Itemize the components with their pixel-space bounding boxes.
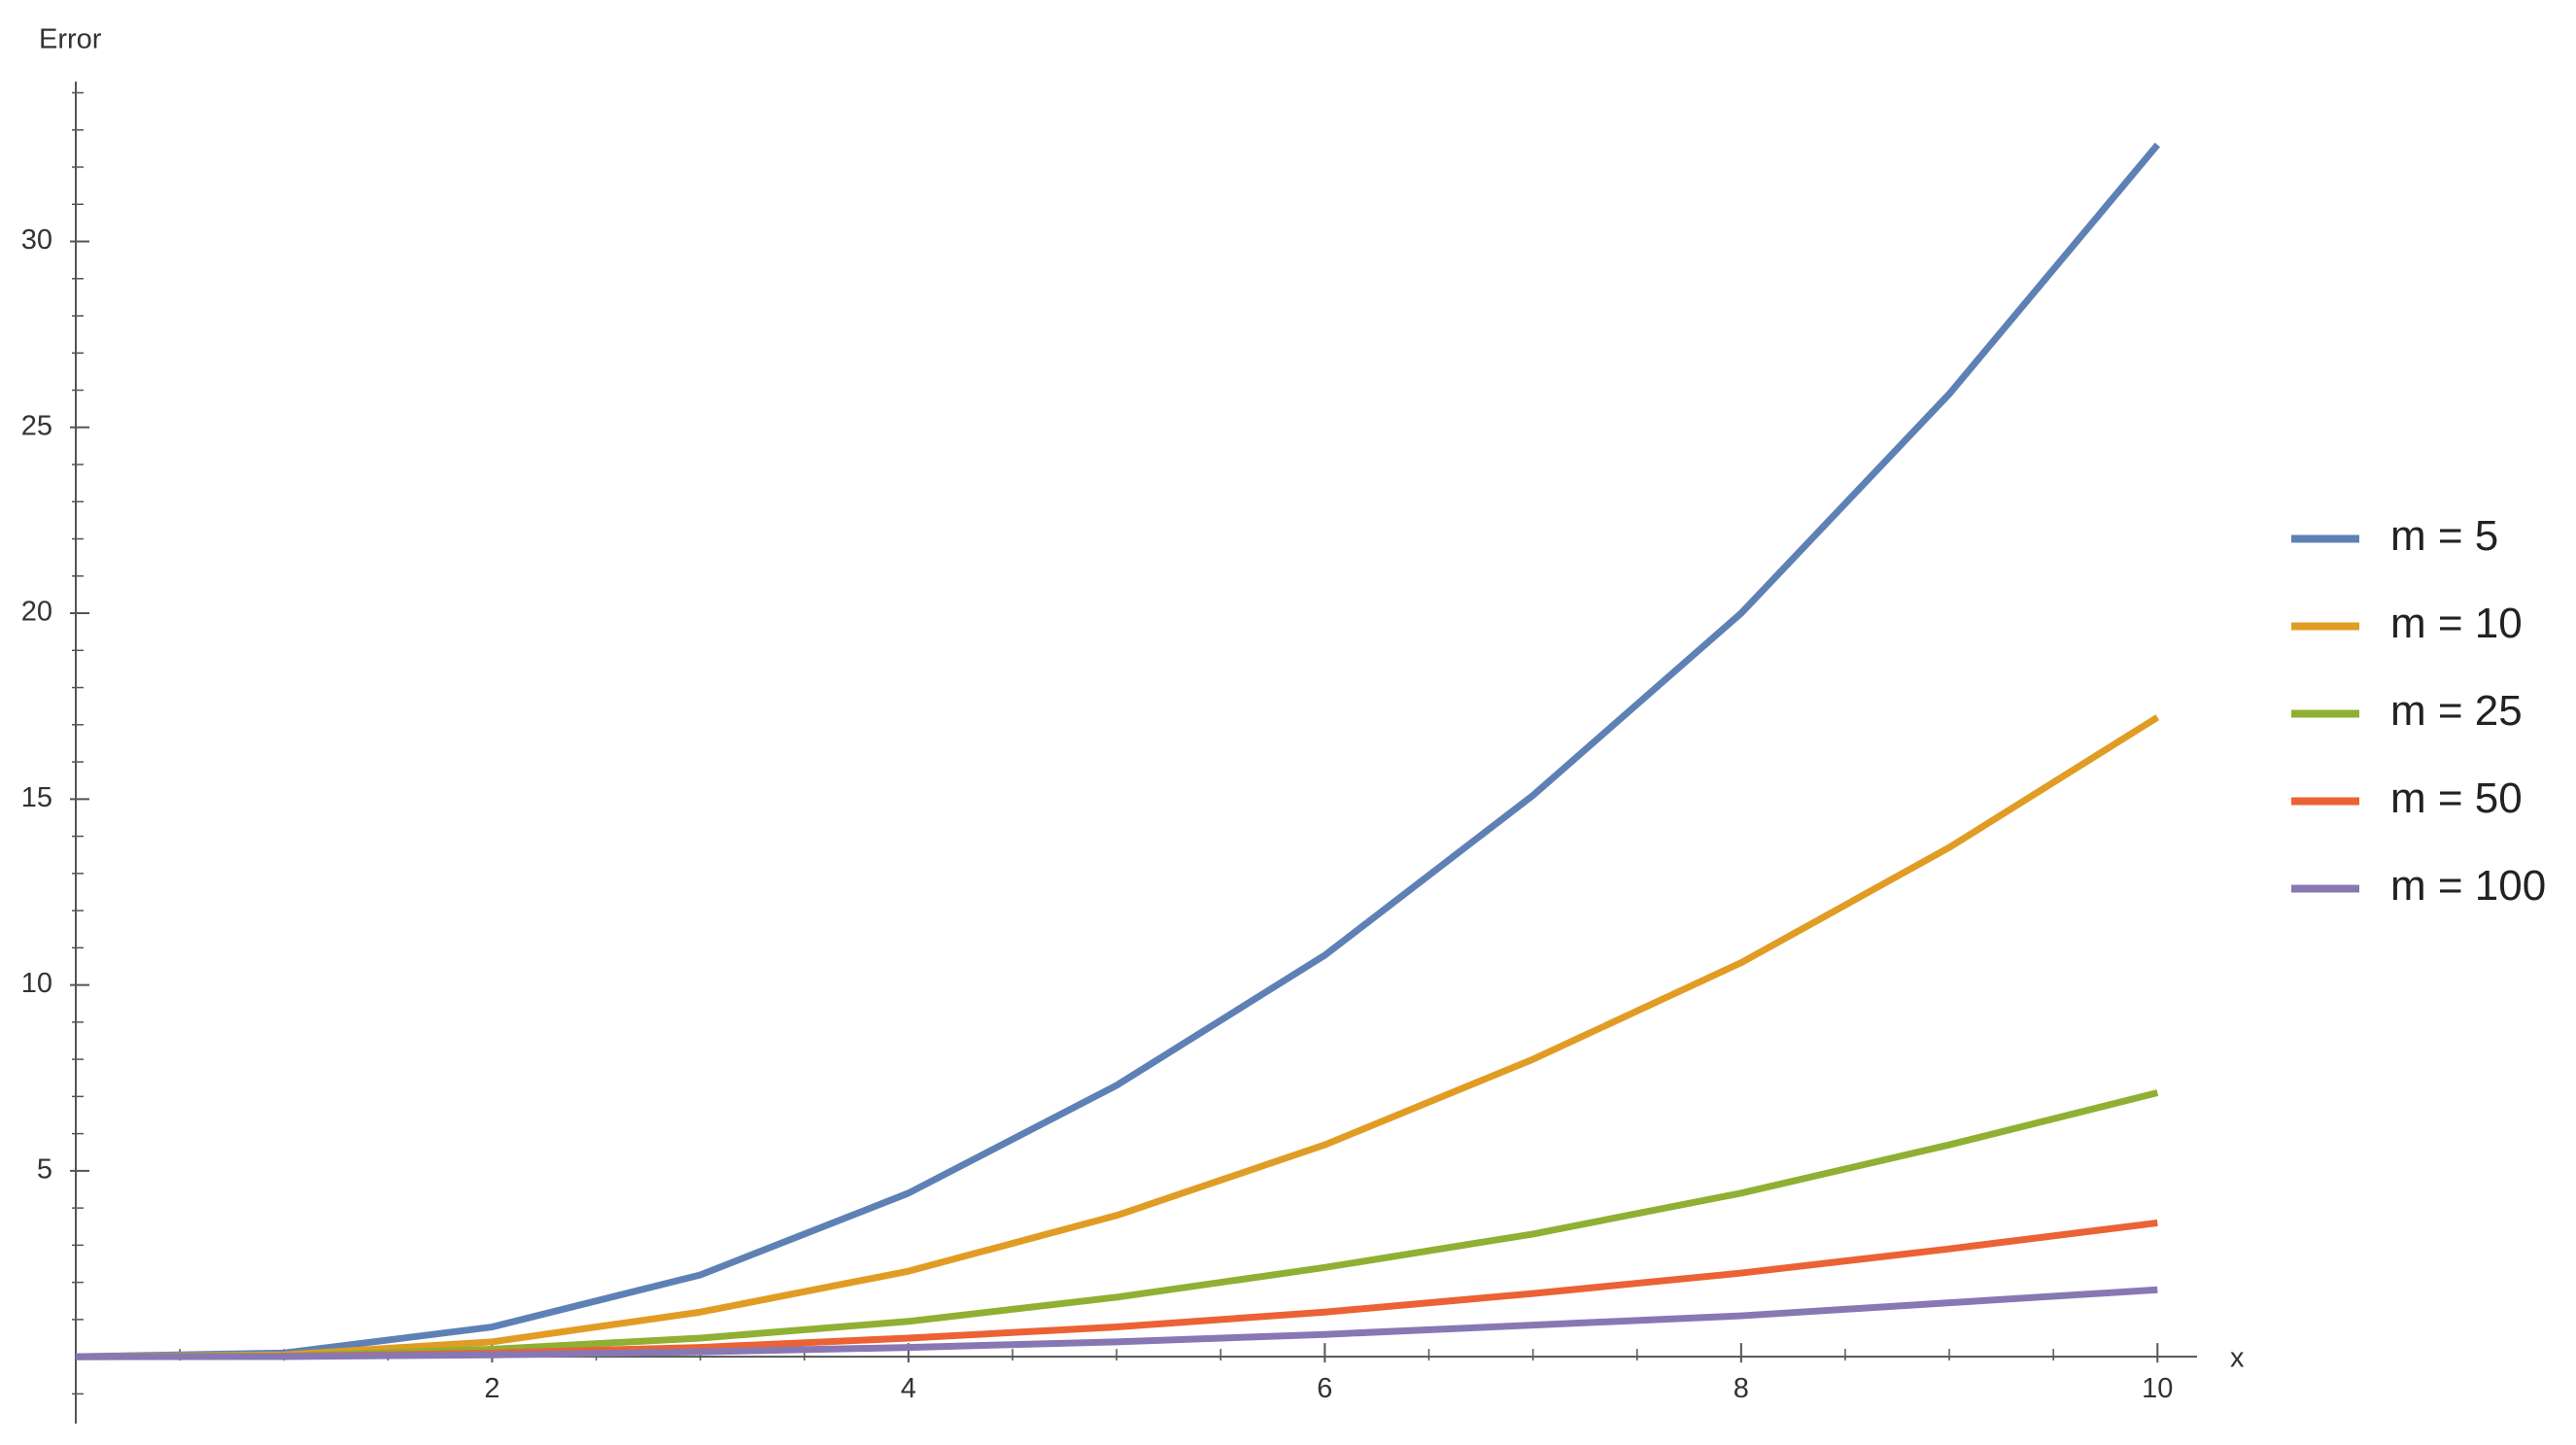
y-tick-label: 30 [21, 224, 52, 256]
legend-label: m = 100 [2390, 862, 2546, 910]
x-tick-label: 2 [484, 1373, 499, 1404]
x-tick-label: 6 [1317, 1373, 1332, 1404]
series-line [75, 1286, 2158, 1360]
legend-label: m = 10 [2390, 600, 2523, 647]
x-axis-label: x [2230, 1343, 2245, 1374]
x-tick-label: 10 [2142, 1373, 2173, 1404]
series-line [75, 1089, 2159, 1360]
legend-label: m = 5 [2390, 512, 2498, 560]
series-line [75, 142, 2160, 1360]
legend-label: m = 50 [2390, 774, 2523, 822]
y-tick-label: 15 [21, 782, 52, 813]
y-tick-label: 10 [21, 968, 52, 999]
y-tick-label: 5 [37, 1154, 52, 1186]
x-tick-label: 4 [901, 1373, 916, 1404]
x-tick-label: 8 [1734, 1373, 1749, 1404]
y-tick-label: 20 [21, 597, 52, 628]
y-tick-label: 25 [21, 410, 52, 441]
legend-label: m = 25 [2390, 687, 2523, 735]
y-axis-label: Error [39, 24, 102, 55]
series-line [75, 714, 2160, 1360]
